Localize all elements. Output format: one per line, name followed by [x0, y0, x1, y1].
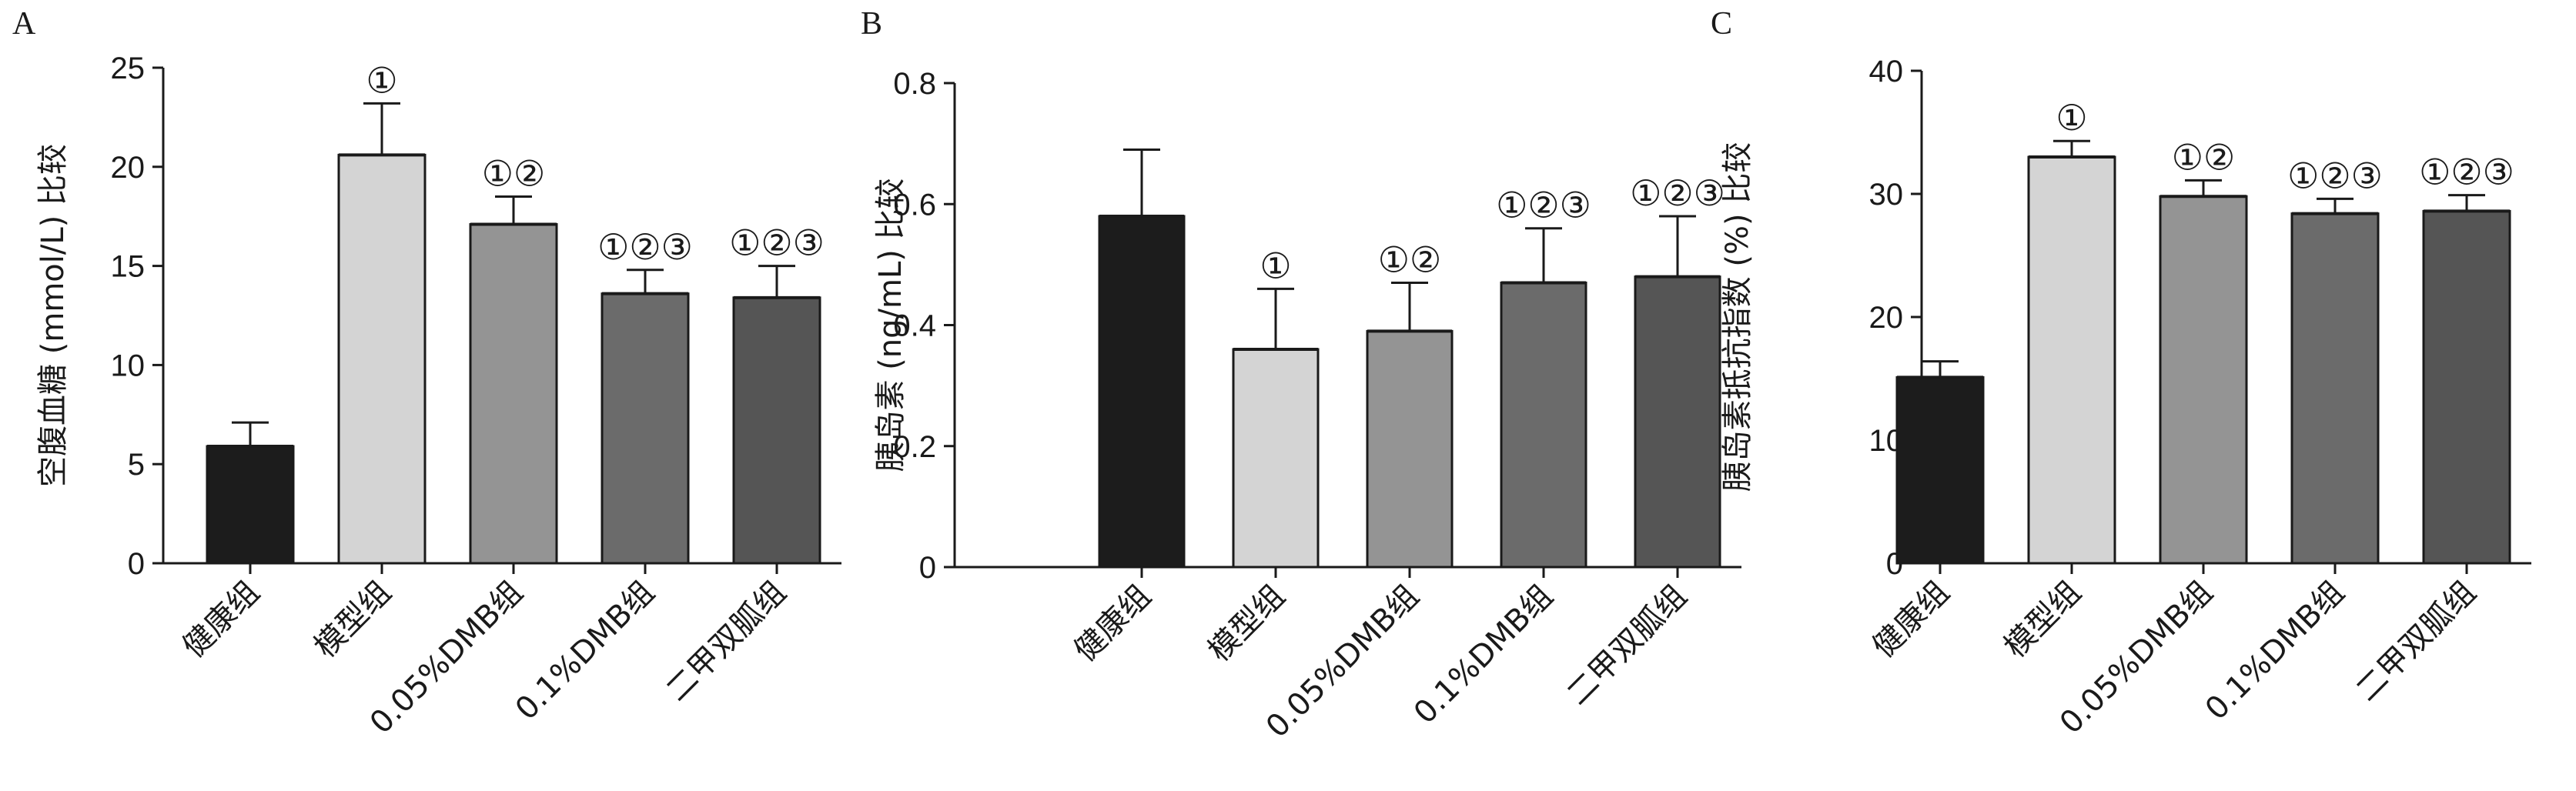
bar-c-1: [1895, 375, 1985, 565]
significance-label-a: ①: [366, 59, 397, 101]
y-axis-label-b: 胰岛素 (ng/mL) 比较: [873, 178, 908, 472]
x-category-label-a: 健康组: [176, 575, 266, 665]
y-tick-label-a: 15: [111, 250, 146, 284]
significance-label-b: ①: [1260, 245, 1291, 286]
x-category-label-b: 模型组: [1202, 579, 1292, 669]
y-tick-label-a: 20: [111, 151, 146, 185]
significance-label-b: ①②③: [1496, 185, 1591, 226]
chart-panel-a: A 0 5 10 15 20 25 空腹血糖 (mmol/L) 比较 健康组 ① 模型组 ①② 0.05…: [0, 0, 841, 791]
panel-label-a: A: [12, 6, 36, 42]
x-category-label-c: 模型组: [1998, 575, 2088, 665]
significance-label-a: ①②: [482, 152, 545, 194]
y-tick-label-b: 0.4: [893, 309, 936, 343]
y-tick-label-b: 0: [919, 551, 936, 585]
bar-b-4: [1500, 281, 1587, 569]
significance-label-c: ①②③: [2287, 155, 2383, 196]
significance-label-a: ①②③: [597, 226, 693, 268]
significance-label-b: ①②: [1378, 239, 1441, 280]
y-tick-label-a: 5: [128, 448, 145, 482]
bar-b-5: [1634, 275, 1721, 569]
y-tick-label-b: 0.6: [893, 188, 936, 222]
significance-label-c: ①②: [2172, 136, 2235, 178]
bar-b-1: [1098, 215, 1186, 569]
y-tick-label-c: 20: [1869, 301, 1904, 335]
panel-label-c: C: [1711, 6, 1732, 42]
x-category-label-c: 健康组: [1866, 575, 1956, 665]
chart-panel-b: B 0 0.2 0.4 0.6 0.8 胰岛素 (ng/mL) 比较 健康组 ① 模型组 ①② 0.0…: [855, 0, 1741, 791]
x-category-label-a: 模型组: [308, 575, 398, 665]
bar-c-5: [2422, 209, 2511, 565]
y-axis-label-a: 空腹血糖 (mmol/L) 比较: [35, 144, 71, 487]
bar-a-3: [469, 223, 558, 565]
significance-label-a: ①②③: [729, 222, 825, 264]
bar-a-2: [337, 153, 427, 565]
bar-a-1: [206, 445, 295, 565]
x-category-label-a: 0.1%DMB组: [509, 575, 661, 727]
x-category-label-c: 0.1%DMB组: [2199, 575, 2351, 727]
x-category-label-c: 二甲双胍组: [2349, 575, 2483, 709]
x-category-label-b: 0.1%DMB组: [1407, 579, 1560, 731]
y-tick-label-c: 30: [1869, 178, 1904, 212]
significance-label-c: ①②③: [2419, 152, 2514, 193]
x-category-label-b: 二甲双胍组: [1560, 579, 1694, 713]
bar-b-2: [1232, 348, 1320, 569]
bar-a-4: [601, 292, 690, 565]
y-tick-label-b: 0.2: [893, 430, 936, 464]
y-tick-label-a: 10: [111, 349, 146, 382]
y-tick-label-a: 0: [128, 547, 145, 581]
chart-panel-c: C 0 10 20 30 40 胰岛素抵抗指数 (%) 比较 健康组 ① 模型组 ①② 0.05%DM…: [1709, 0, 2564, 791]
bar-c-4: [2290, 212, 2380, 565]
y-axis-label-c: 胰岛素抵抗指数 (%) 比较: [1720, 142, 1755, 492]
y-tick-label-a: 25: [111, 52, 146, 85]
bar-c-3: [2159, 195, 2248, 565]
bar-c-2: [2027, 155, 2116, 565]
significance-label-b: ①②③: [1630, 172, 1725, 214]
bar-a-5: [732, 296, 821, 565]
x-category-label-b: 健康组: [1068, 579, 1158, 669]
bar-b-3: [1366, 329, 1454, 569]
panel-label-b: B: [861, 6, 882, 42]
y-tick-label-c: 40: [1869, 55, 1904, 88]
y-tick-label-b: 0.8: [893, 67, 936, 101]
x-category-label-a: 二甲双胍组: [659, 575, 793, 709]
significance-label-c: ①: [2056, 97, 2087, 139]
